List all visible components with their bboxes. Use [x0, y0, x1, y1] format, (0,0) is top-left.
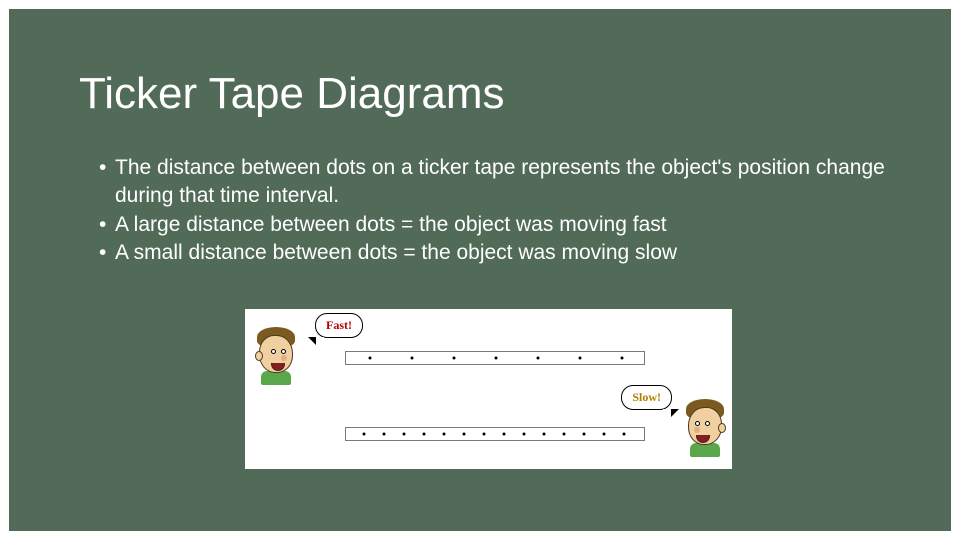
- bullet-marker: •: [99, 154, 115, 211]
- bullet-list: • The distance between dots on a ticker …: [99, 154, 889, 267]
- speech-bubble-label: Fast!: [326, 318, 352, 332]
- bullet-marker: •: [99, 239, 115, 267]
- ticker-dot: [579, 357, 582, 360]
- ticker-dot: [523, 433, 526, 436]
- ticker-dot: [483, 433, 486, 436]
- slide-title: Ticker Tape Diagrams: [79, 69, 504, 119]
- ticker-dot: [621, 357, 624, 360]
- bullet-item: • A large distance between dots = the ob…: [99, 211, 889, 239]
- ticker-dot: [563, 433, 566, 436]
- bubble-tail-icon: [308, 337, 316, 345]
- bullet-text: A small distance between dots = the obje…: [115, 239, 889, 267]
- ticker-dot: [423, 433, 426, 436]
- ticker-dot: [495, 357, 498, 360]
- ticker-dot: [537, 357, 540, 360]
- bullet-text: The distance between dots on a ticker ta…: [115, 154, 889, 211]
- slide: Ticker Tape Diagrams • The distance betw…: [9, 9, 951, 531]
- bullet-marker: •: [99, 211, 115, 239]
- ticker-tape-fast: [345, 351, 645, 365]
- bullet-item: • The distance between dots on a ticker …: [99, 154, 889, 211]
- ticker-dot: [503, 433, 506, 436]
- ticker-tape-slow: [345, 427, 645, 441]
- ticker-dot: [411, 357, 414, 360]
- ticker-dot: [543, 433, 546, 436]
- ticker-dot: [453, 357, 456, 360]
- ticker-dot: [443, 433, 446, 436]
- cartoon-face-right: [682, 399, 730, 457]
- cartoon-face-left: [251, 327, 299, 385]
- bullet-text: A large distance between dots = the obje…: [115, 211, 889, 239]
- speech-bubble-fast: Fast!: [315, 313, 363, 338]
- ticker-dot: [603, 433, 606, 436]
- speech-bubble-slow: Slow!: [621, 385, 672, 410]
- ticker-dot: [369, 357, 372, 360]
- ticker-dot: [383, 433, 386, 436]
- ticker-dot: [623, 433, 626, 436]
- ticker-dot: [463, 433, 466, 436]
- ticker-dot: [583, 433, 586, 436]
- bubble-tail-icon: [671, 409, 679, 417]
- ticker-dot: [363, 433, 366, 436]
- ticker-dot: [403, 433, 406, 436]
- ticker-tape-diagram: Fast! Slow!: [245, 309, 732, 469]
- speech-bubble-label: Slow!: [632, 390, 661, 404]
- bullet-item: • A small distance between dots = the ob…: [99, 239, 889, 267]
